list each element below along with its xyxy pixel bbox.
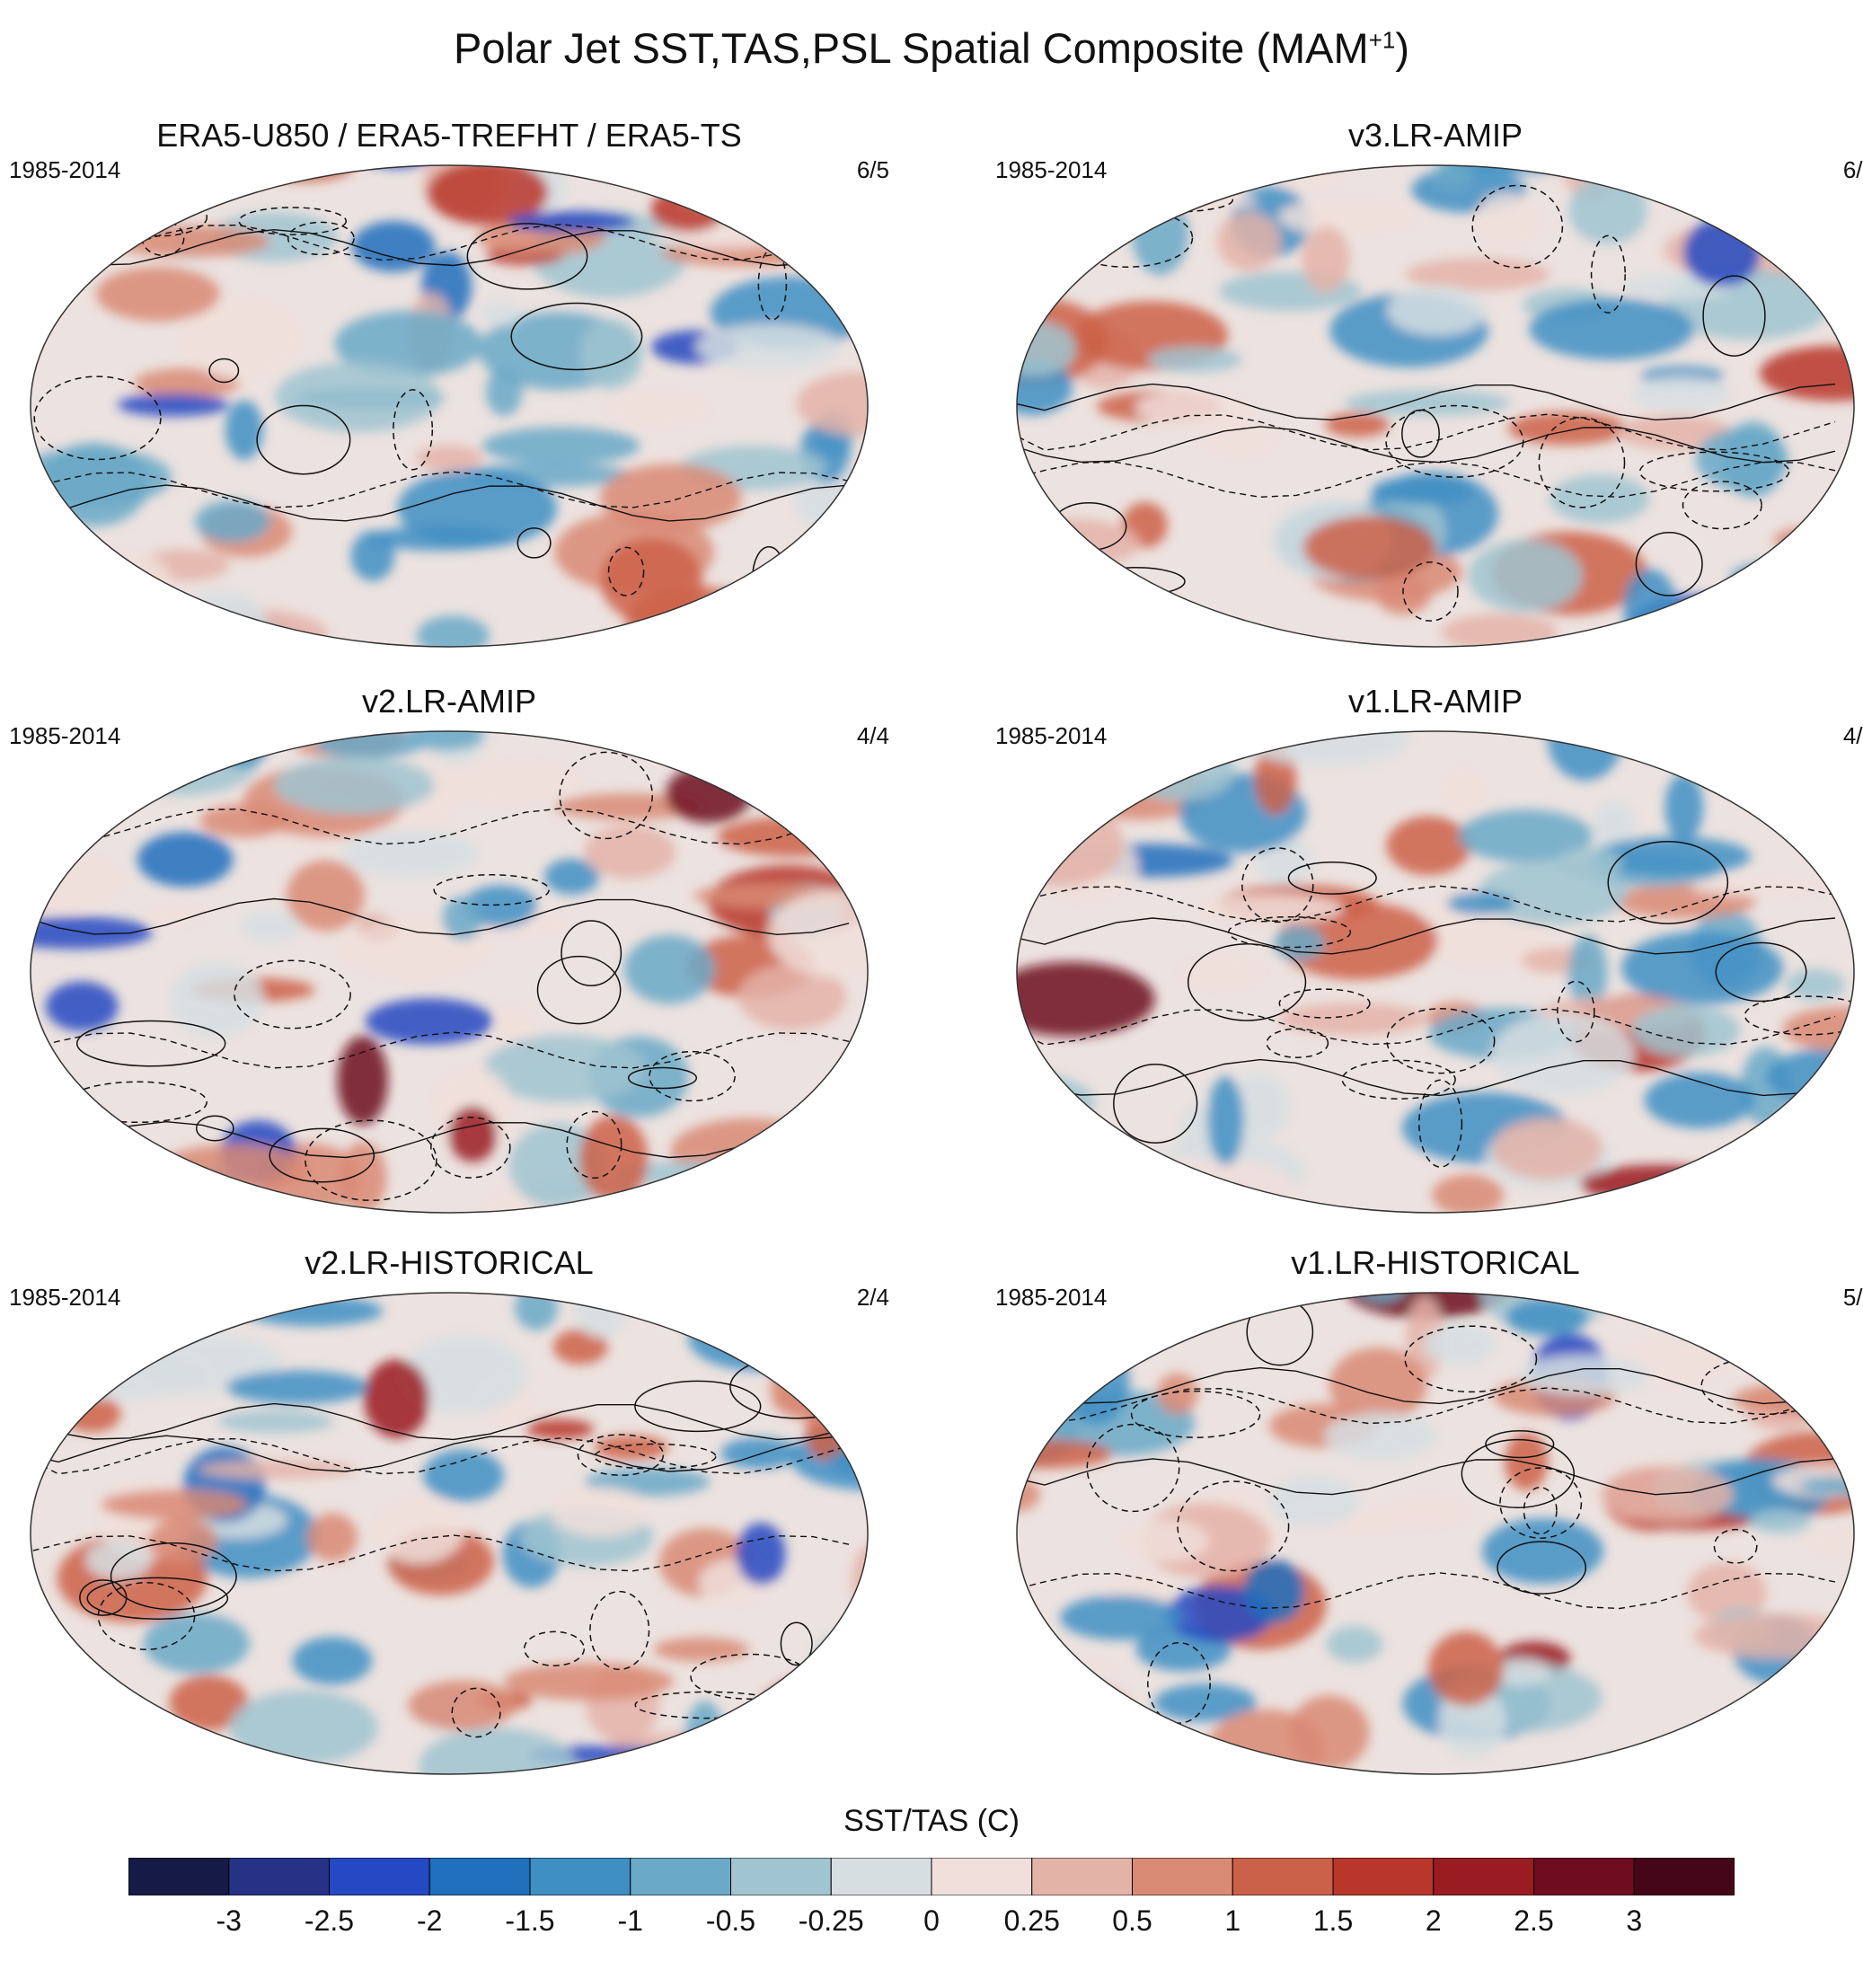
colorbar-tick-label: 3 — [1626, 1904, 1643, 1937]
colorbar-tick-label: -0.25 — [798, 1904, 864, 1937]
panel-title: v2.LR-HISTORICAL — [305, 1244, 594, 1281]
colorbar-swatch — [329, 1858, 430, 1895]
colorbar-tick-label: 2 — [1425, 1904, 1442, 1937]
colorbar-tick-label: -2.5 — [304, 1904, 355, 1937]
robinson-map — [1016, 730, 1855, 1214]
colorbar-swatch — [1533, 1858, 1635, 1895]
panel-count: 6/4 — [1842, 156, 1863, 183]
map-panel: v2.LR-AMIP 1985-2014 4/4 — [9, 683, 889, 1222]
colorbar-tick-label: -1.5 — [505, 1904, 555, 1937]
panel-count: 4/3 — [1842, 722, 1863, 749]
panel-count: 2/4 — [856, 1284, 889, 1311]
colorbar-swatch — [931, 1858, 1033, 1895]
colorbar-swatch — [830, 1858, 932, 1895]
colorbar-tick-label: 0 — [923, 1904, 940, 1937]
panel-title: v3.LR-AMIP — [1347, 117, 1523, 154]
panel-years: 1985-2014 — [9, 722, 121, 749]
panel-title: ERA5-U850 / ERA5-TREFHT / ERA5-TS — [156, 117, 742, 154]
panel-years: 1985-2014 — [995, 722, 1108, 749]
map-panel: v2.LR-HISTORICAL 1985-2014 2/4 — [9, 1244, 889, 1783]
colorbar — [128, 1858, 1735, 1895]
panel-count: 6/5 — [856, 156, 889, 183]
colorbar-swatch — [1633, 1858, 1735, 1895]
colorbar-swatch — [1031, 1858, 1133, 1895]
colorbar-swatch — [228, 1858, 330, 1895]
colorbar-tick-label: -1 — [617, 1904, 643, 1937]
robinson-map — [30, 1292, 869, 1775]
panel-title: v1.LR-AMIP — [1347, 683, 1523, 720]
map-panel: v1.LR-AMIP 1985-2014 4/3 — [995, 683, 1863, 1222]
colorbar-swatch — [630, 1858, 731, 1895]
robinson-map — [30, 730, 869, 1214]
colorbar-swatch — [128, 1858, 230, 1895]
panel-count: 4/4 — [856, 722, 889, 749]
robinson-map — [30, 164, 869, 648]
colorbar-swatch — [428, 1858, 531, 1895]
colorbar-swatch — [1332, 1858, 1435, 1895]
colorbar-swatch — [1132, 1858, 1233, 1895]
colorbar-labels: -3 -2.5 -2 -1.5 -1 -0.5 -0.25 0 0.25 0.5 1 1.5 2 2.5 3 — [0, 1904, 1863, 1940]
colorbar-swatch — [529, 1858, 631, 1895]
panel-count: 5/2 — [1842, 1284, 1863, 1311]
colorbar-tick-label: -3 — [216, 1904, 242, 1937]
colorbar-tick-label: 0.25 — [1003, 1904, 1060, 1937]
map-panel: v3.LR-AMIP 1985-2014 6/4 — [995, 117, 1863, 656]
colorbar-tick-label: 2.5 — [1514, 1904, 1554, 1937]
panel-years: 1985-2014 — [9, 1284, 121, 1311]
robinson-map — [1016, 1292, 1855, 1775]
colorbar-tick-label: 1 — [1224, 1904, 1241, 1937]
map-panel: ERA5-U850 / ERA5-TREFHT / ERA5-TS 1985-20… — [9, 117, 889, 656]
robinson-map — [1016, 164, 1855, 648]
figure-title: Polar Jet SST,TAS,PSL Spatial Composite … — [453, 24, 1409, 72]
panel-years: 1985-2014 — [995, 156, 1108, 183]
colorbar-tick-label: -2 — [417, 1904, 443, 1937]
panel-years: 1985-2014 — [9, 156, 121, 183]
colorbar-title: SST/TAS (C) — [843, 1804, 1020, 1838]
colorbar-tick-label: 1.5 — [1312, 1904, 1354, 1937]
map-panel: v1.LR-HISTORICAL 1985-2014 5/2 — [995, 1244, 1863, 1783]
panel-years: 1985-2014 — [995, 1284, 1108, 1311]
colorbar-swatch — [1433, 1858, 1534, 1895]
colorbar-swatch — [730, 1858, 832, 1895]
colorbar-swatch — [1232, 1858, 1334, 1895]
panel-title: v2.LR-AMIP — [361, 683, 537, 720]
colorbar-tick-label: -0.5 — [705, 1904, 756, 1937]
panel-title: v1.LR-HISTORICAL — [1291, 1244, 1580, 1281]
colorbar-tick-label: 0.5 — [1112, 1904, 1152, 1937]
